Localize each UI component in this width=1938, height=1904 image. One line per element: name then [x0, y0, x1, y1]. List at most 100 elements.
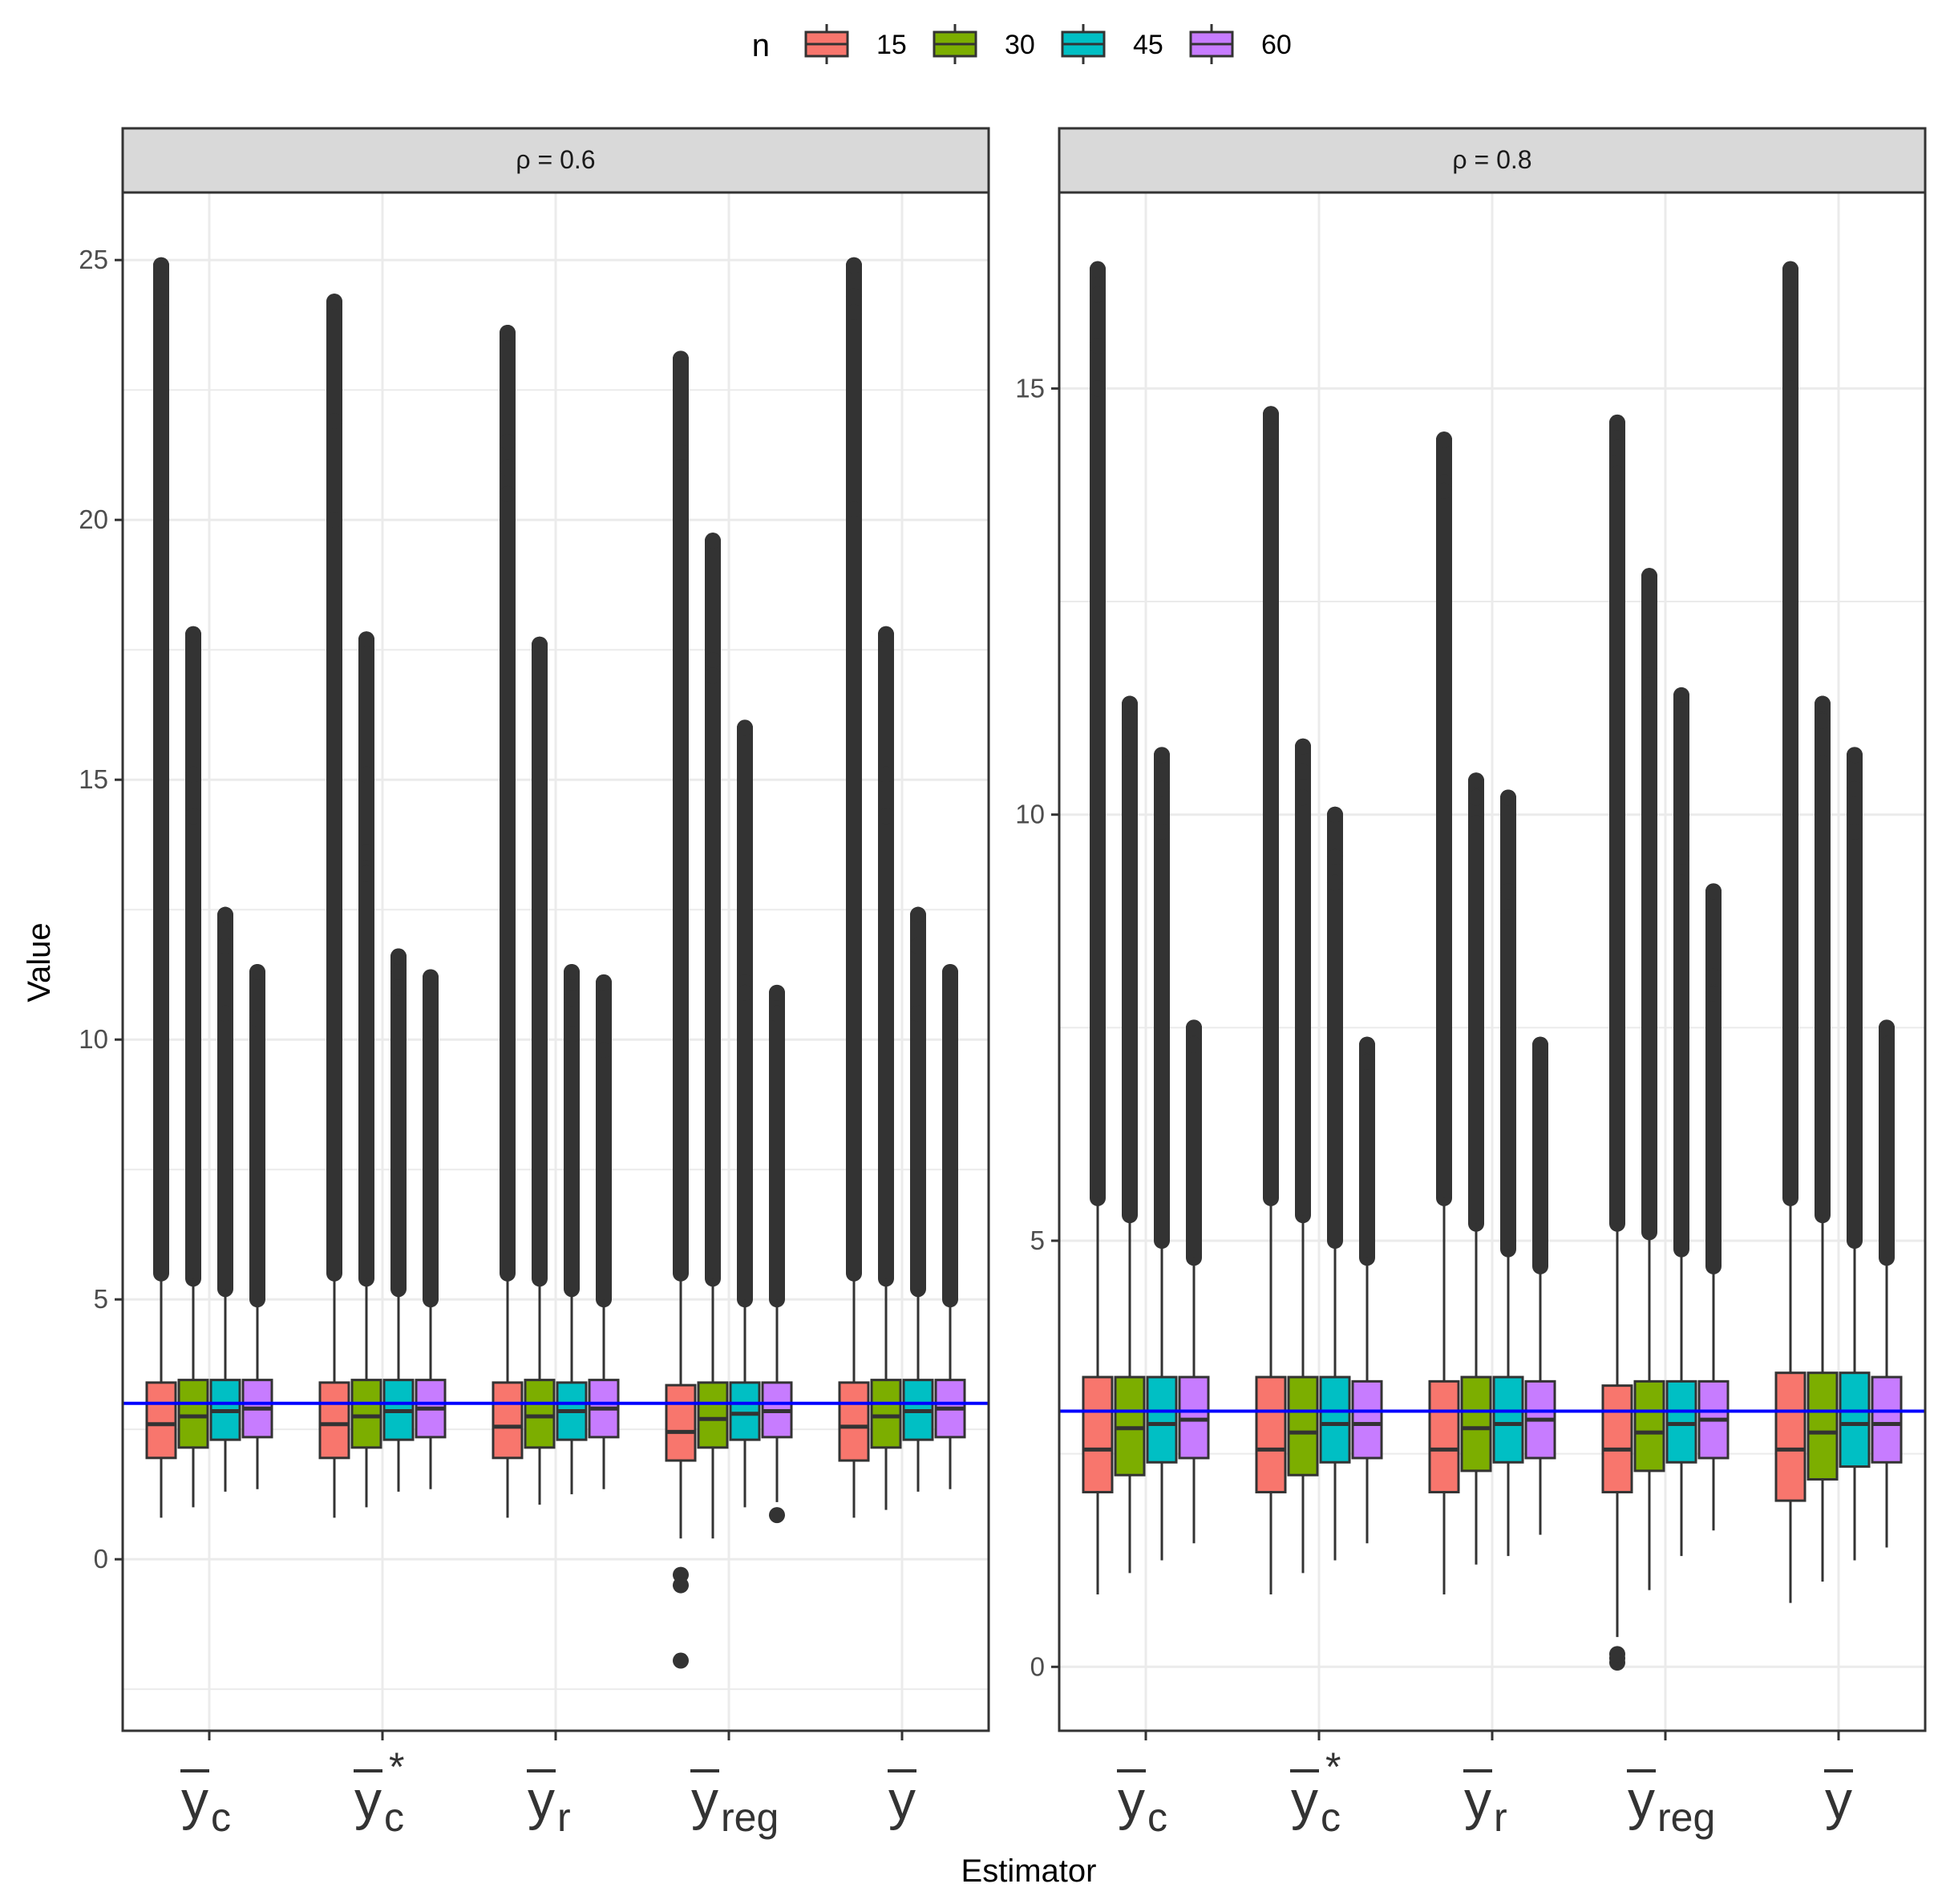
outlier-point — [358, 844, 374, 861]
box-body — [492, 1381, 524, 1460]
outlier-point — [532, 766, 548, 783]
box-yr-n60 — [588, 974, 620, 1489]
outlier-point — [1879, 1036, 1895, 1053]
outlier-point — [1154, 780, 1170, 797]
x-tick-label-main: y — [1291, 1770, 1318, 1831]
box-ybar-n30 — [870, 626, 902, 1510]
outlier-point — [1609, 440, 1625, 456]
outlier-point — [1468, 789, 1484, 806]
y-tick-label: 10 — [79, 1024, 108, 1054]
x-tick-label-sub: reg — [1657, 1795, 1715, 1840]
x-tick-label-main: y — [354, 1770, 382, 1831]
box-ybar-n15 — [1774, 261, 1807, 1603]
box-yreg-n60 — [761, 984, 793, 1524]
outlier-point — [1673, 849, 1689, 865]
outlier-point — [1847, 780, 1863, 797]
box-yr-n30 — [524, 636, 556, 1505]
outlier-point — [1186, 1036, 1202, 1053]
box-ybar-n30 — [1807, 695, 1839, 1582]
outlier-point — [769, 1507, 785, 1524]
box-ybar-n45 — [1839, 747, 1871, 1561]
outlier-point — [705, 667, 721, 684]
outlier-point — [1782, 338, 1798, 354]
outlier-point — [1609, 465, 1625, 482]
box-yc-n15 — [1082, 261, 1114, 1594]
y-tick-label: 20 — [79, 504, 108, 534]
outlier-point — [358, 631, 374, 648]
outlier-point — [1263, 423, 1279, 440]
outlier-point — [769, 1005, 785, 1022]
outlier-point — [1782, 380, 1798, 397]
x-axis-title: Estimator — [961, 1853, 1097, 1889]
box-yc_star-n60 — [415, 969, 447, 1489]
outlier-point — [390, 963, 407, 980]
outlier-point — [1186, 1019, 1202, 1036]
outlier-point — [1782, 286, 1798, 303]
outlier-point — [1641, 662, 1657, 679]
outlier-point — [249, 1011, 265, 1027]
outlier-point — [596, 974, 612, 990]
box-yreg-n45 — [1665, 687, 1697, 1557]
box-body — [1665, 1379, 1697, 1464]
outlier-point — [1782, 261, 1798, 277]
outlier-point — [705, 652, 721, 669]
box-yreg-n15 — [1601, 414, 1633, 1671]
box-yr-n15 — [492, 324, 524, 1518]
legend-key-30 — [933, 24, 977, 64]
x-tick-label-ybar: y — [888, 1769, 916, 1831]
outlier-point — [1815, 755, 1831, 772]
outlier-point — [1641, 568, 1657, 585]
x-tick-label-sub: c — [211, 1795, 231, 1840]
x-tick-label-sub: reg — [721, 1795, 779, 1840]
outlier-point — [1815, 712, 1831, 729]
outlier-point — [217, 938, 233, 954]
legend-key-60 — [1189, 24, 1234, 64]
box-yc_star-n30 — [1287, 738, 1319, 1574]
box-yreg-n45 — [729, 719, 761, 1508]
outlier-point — [1500, 789, 1516, 806]
box-body — [177, 1379, 209, 1449]
outlier-point — [878, 626, 894, 642]
outlier-point — [1436, 431, 1452, 448]
x-tick-label-main: y — [1118, 1770, 1145, 1831]
box-body — [870, 1379, 902, 1449]
outlier-point — [358, 766, 374, 783]
outlier-point — [737, 719, 753, 736]
legend-key-45 — [1061, 24, 1106, 64]
outlier-point — [185, 766, 201, 783]
outlier-point — [423, 969, 439, 986]
box-body — [145, 1381, 177, 1460]
outlier-point — [1436, 482, 1452, 499]
outlier-point — [500, 485, 516, 502]
legend-label-30: 30 — [1005, 30, 1035, 60]
y-tick-label: 25 — [79, 245, 108, 274]
outlier-point — [846, 257, 862, 273]
outlier-point — [846, 288, 862, 305]
outlier-point — [1705, 883, 1722, 900]
x-tick-label-ybar: y — [1824, 1769, 1853, 1831]
box-body — [1082, 1375, 1114, 1493]
outlier-point — [249, 963, 265, 980]
y-tick-label: 5 — [1030, 1225, 1045, 1255]
outlier-point — [390, 979, 407, 996]
outlier-point — [1468, 815, 1484, 832]
outlier-point — [1154, 747, 1170, 764]
outlier-point — [705, 533, 721, 549]
box-yreg-n15 — [665, 350, 697, 1669]
outlier-point — [942, 1011, 958, 1027]
outlier-point — [673, 1652, 689, 1669]
outlier-point — [1263, 448, 1279, 465]
box-yc_star-n15 — [1255, 406, 1287, 1594]
outlier-point — [1090, 338, 1106, 354]
y-tick-label: 15 — [79, 764, 108, 794]
x-tick-label-sub: c — [1321, 1795, 1341, 1840]
outlier-point — [423, 1026, 439, 1043]
outlier-point — [1641, 695, 1657, 712]
x-tick-label-main: y — [181, 1770, 208, 1831]
outlier-point — [673, 460, 689, 476]
outlier-point — [564, 990, 580, 1007]
outlier-point — [942, 963, 958, 980]
outlier-point — [1532, 1053, 1548, 1070]
